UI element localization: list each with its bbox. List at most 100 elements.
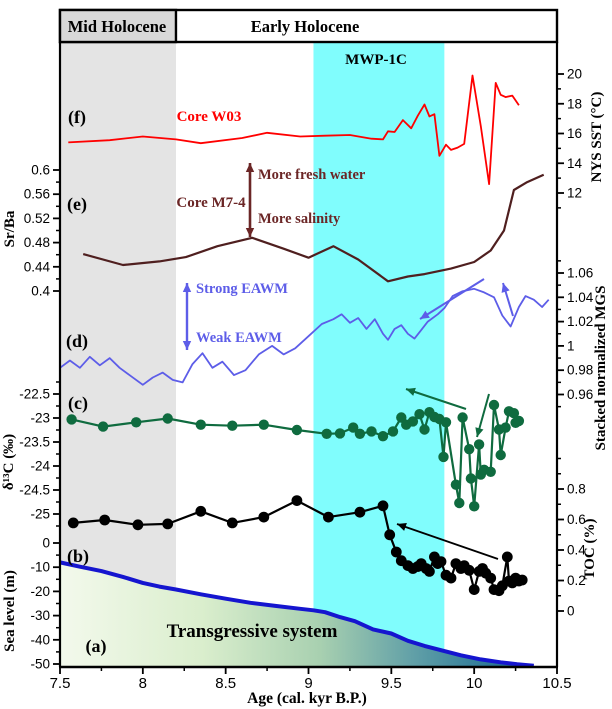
annotation-more-fresh: More fresh water: [258, 167, 366, 183]
axis-a-title: Sea level (m): [2, 570, 18, 652]
axis-a-tick-label: -50: [30, 657, 50, 672]
axis-e-tick-label: 0.4: [31, 284, 50, 299]
axis-c-tick-label: -23: [30, 411, 50, 426]
series-b-point: [291, 495, 303, 506]
axis-d-tick-label: 1.02: [567, 314, 593, 329]
series-b-point: [435, 556, 447, 567]
series-c-point: [377, 431, 389, 442]
axis-b-tick-label: 0.8: [567, 482, 586, 497]
series-c-point: [450, 479, 462, 490]
series-c-point: [464, 444, 475, 455]
series-b-point: [424, 566, 435, 577]
axis-c-title: δ¹³C (‰): [1, 434, 17, 490]
axis-f-title: NYS SST (°C): [589, 92, 605, 183]
series-b-point: [258, 511, 270, 523]
axis-d-tick-label: 1: [567, 338, 575, 353]
series-b-point: [485, 572, 497, 584]
annotation-transgressive: Transgressive system: [167, 621, 338, 642]
mid-holocene-header-cell: [58, 8, 178, 44]
fresh-water-salinity-double-arrow-head: [245, 163, 255, 172]
x-axis-tick-label: 10: [466, 675, 483, 692]
axis-b-tick-label: 0.6: [567, 512, 586, 527]
mgs-shift-arrow-head: [420, 310, 430, 319]
series-c-point: [508, 408, 520, 419]
series-c-point: [454, 497, 465, 509]
sea-level-area: [60, 562, 534, 667]
axis-d-tick-label: 1.06: [567, 266, 593, 281]
d13c-excursion-arrow: [475, 393, 490, 438]
series-b-point: [162, 518, 174, 530]
series-b-point: [377, 500, 389, 512]
series-f-curve: [68, 74, 520, 186]
axis-f-tick-label: 14: [567, 156, 583, 171]
series-c-point: [469, 501, 480, 512]
annotation-strong-eawm: Strong EAWM: [196, 281, 288, 297]
series-c-point: [473, 439, 485, 450]
axis-e-tick-label: 0.6: [31, 163, 50, 178]
series-c-point: [348, 422, 359, 433]
series-c-point: [66, 414, 77, 425]
axis-c: [53, 381, 60, 527]
annotation-mwp: MWP-1C: [345, 52, 407, 68]
eawm-strength-double-arrow-head: [182, 283, 192, 292]
series-c-point: [227, 420, 238, 431]
series-b-point: [132, 519, 144, 531]
d13c-shift-arrow-head: [406, 387, 416, 396]
series-d-curve: [59, 287, 550, 386]
x-axis-tick-label: 9: [304, 675, 312, 692]
series-c-point: [162, 413, 173, 424]
series-c-point: [457, 412, 468, 423]
toc-drop-arrow-shaft: [396, 523, 499, 560]
sea-level-curve: [59, 560, 534, 668]
fresh-water-salinity-double-arrow-head: [245, 228, 255, 237]
axis-f-tick-label: 12: [567, 186, 582, 201]
axis-f-tick-label: 18: [567, 96, 582, 111]
series-c-point: [485, 466, 496, 477]
series-b-group: [67, 495, 528, 597]
axis-b-title: TOC (%): [582, 519, 598, 580]
series-c-point: [440, 417, 452, 428]
series-c-point: [258, 419, 269, 430]
axis-c-tick-label: -23.5: [19, 435, 50, 450]
axis-b: [557, 457, 564, 612]
series-c-point: [291, 424, 303, 436]
x-axis-tick-label: 10.5: [542, 675, 571, 692]
panel-label-d: (d): [66, 331, 88, 352]
series-c-point: [407, 416, 419, 427]
series-c-point: [131, 417, 142, 428]
d13c-shift-arrow-shaft: [405, 388, 467, 410]
series-c-point: [354, 428, 366, 439]
axis-f-tick-label: 20: [567, 67, 582, 82]
axis-a: [53, 542, 60, 665]
series-c-point: [97, 421, 109, 432]
toc-drop-arrow-head: [397, 522, 407, 531]
fresh-water-salinity-double-arrow: [245, 163, 255, 237]
series-b-point: [516, 574, 528, 586]
axis-b-tick-label: 0.2: [567, 573, 586, 588]
axis-d-tick-label: 0.96: [567, 387, 593, 402]
series-b-point: [195, 505, 207, 517]
annotation-more-salinity: More salinity: [258, 211, 341, 227]
mgs-shift-arrow: [419, 278, 485, 320]
series-e-curve: [82, 173, 545, 283]
axis-a-tick-label: -40: [30, 632, 50, 647]
axis-a-tick-label: 0: [42, 536, 50, 551]
x-axis-tick-label: 7.5: [50, 675, 71, 692]
panel-label-a: (a): [86, 636, 107, 657]
axis-d: [557, 260, 564, 408]
series-b-point: [445, 572, 457, 584]
series-b-point: [99, 514, 111, 526]
mgs-shift-arrow-shaft: [419, 278, 485, 320]
annotation-weak-eawm: Weak EAWM: [196, 330, 282, 346]
d13c-shift-arrow: [405, 387, 467, 410]
series-c-point: [488, 399, 500, 411]
axis-c-tick-label: -22.5: [19, 387, 50, 402]
series-c-group: [66, 399, 525, 512]
panel-label-c: (c): [68, 393, 88, 414]
series-c-point: [414, 409, 425, 420]
series-b-point: [226, 517, 238, 529]
series-c-point: [500, 422, 511, 433]
series-c-point: [419, 424, 430, 435]
